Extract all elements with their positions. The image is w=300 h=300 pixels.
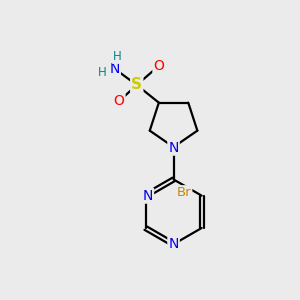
Text: N: N <box>168 141 179 154</box>
Text: N: N <box>143 189 153 202</box>
Text: N: N <box>110 62 120 76</box>
Text: Br: Br <box>177 186 191 199</box>
Text: H: H <box>98 66 107 79</box>
Text: O: O <box>114 94 124 108</box>
Text: S: S <box>131 77 142 92</box>
Text: N: N <box>168 237 179 251</box>
Text: H: H <box>113 50 122 63</box>
Text: O: O <box>153 59 164 73</box>
